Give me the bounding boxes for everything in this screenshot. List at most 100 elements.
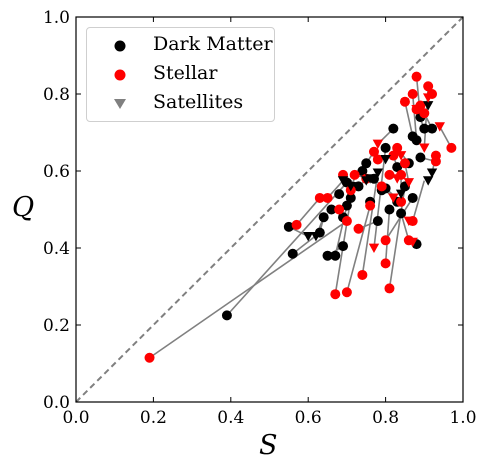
legend-marker-stellar (114, 69, 126, 81)
data-points (144, 71, 457, 363)
legend: Dark Matter Stellar Satellites (86, 27, 275, 122)
satellite-point (422, 176, 434, 186)
stellar-point (419, 108, 430, 119)
stellar-point (368, 146, 379, 157)
stellar-point (384, 283, 395, 294)
stellar-point (314, 192, 325, 203)
dark-matter-point (221, 310, 232, 321)
x-tick-label: 0.4 (217, 408, 244, 428)
stellar-point (399, 158, 410, 169)
legend-label-satellites: Satellites (153, 91, 244, 113)
dark-matter-point (396, 208, 407, 219)
dark-matter-point (357, 166, 368, 176)
stellar-point (372, 154, 383, 165)
dark-matter-point (330, 250, 341, 261)
stellar-point (376, 181, 387, 192)
stellar-point (396, 196, 407, 207)
satellite-point (372, 139, 384, 149)
dark-matter-point (338, 241, 349, 252)
stellar-point (411, 71, 422, 82)
legend-label-stellar: Stellar (153, 62, 218, 84)
x-tick-label: 0.6 (295, 408, 322, 428)
stellar-point (334, 204, 345, 215)
satellite-point (434, 122, 445, 132)
satellite-point (395, 151, 407, 161)
connector-line (411, 180, 426, 222)
legend-entry-dark-matter: Dark Matter (87, 32, 274, 60)
connector-line (373, 147, 387, 249)
dark-matter-point (419, 123, 430, 134)
stellar-point (388, 150, 399, 161)
connector-line (404, 101, 414, 137)
satellite-point (411, 104, 422, 115)
satellite-point (364, 174, 376, 184)
connector-line (411, 93, 418, 141)
plot-frame (75, 16, 464, 403)
satellite-point (419, 143, 430, 153)
y-tick-label: 0.0 (43, 393, 70, 413)
stellar-point (380, 235, 391, 246)
stellar-point (353, 223, 364, 234)
stellar-point (330, 289, 341, 300)
stellar-point (341, 287, 352, 298)
satellite-point (310, 232, 322, 242)
y-tick-label: 0.6 (43, 162, 70, 182)
dark-matter-point (415, 152, 426, 163)
y-tick-label: 0.4 (43, 239, 70, 259)
satellite-point (403, 178, 415, 188)
stellar-point (407, 89, 418, 99)
diagonal-reference-line (75, 16, 464, 403)
stellar-point (430, 156, 441, 167)
legend-entry-satellites: Satellites (87, 90, 274, 118)
satellite-point (372, 168, 384, 178)
dark-matter-point (407, 192, 418, 203)
tick-labels: 0.0 0.2 0.4 0.6 0.8 1.0 0.0 0.2 0.4 0.6 0.8 1.0 (43, 8, 477, 428)
stellar-point (384, 169, 395, 180)
stellar-point (341, 216, 352, 227)
stellar-point (349, 169, 360, 180)
dark-matter-point (326, 204, 337, 215)
satellite-point (422, 93, 434, 103)
stellar-point (357, 269, 368, 280)
dark-matter-point (380, 142, 391, 153)
y-tick-label: 0.2 (43, 316, 70, 336)
dark-matter-point (392, 162, 403, 173)
dark-matter-point (372, 216, 383, 227)
stellar-point (446, 142, 457, 153)
dark-matter-point (287, 248, 298, 259)
connector-line (346, 205, 371, 293)
satellite-point (395, 189, 407, 200)
y-tick-label: 1.0 (43, 8, 70, 28)
dark-matter-point (283, 221, 294, 232)
dark-matter-point (388, 123, 399, 134)
satellite-point (422, 101, 434, 111)
connector-line (226, 182, 348, 316)
connector-line (295, 197, 321, 226)
legend-entry-stellar: Stellar (87, 61, 274, 89)
dark-matter-point (427, 123, 438, 134)
x-axis-label: S (259, 430, 278, 461)
stellar-point (291, 219, 302, 230)
satellite-point (337, 176, 349, 186)
stellar-point (399, 96, 410, 107)
connector-line (384, 197, 414, 241)
connector-line (361, 172, 379, 276)
dark-matter-point (361, 158, 372, 169)
dark-matter-point (341, 200, 352, 211)
satellite-point (426, 168, 438, 178)
satellite-point (345, 181, 356, 192)
x-tick-label: 1.0 (449, 408, 476, 428)
connector-line (149, 220, 348, 359)
stellar-point (392, 142, 403, 153)
dark-matter-point (353, 181, 364, 192)
stellar-point (380, 258, 391, 269)
satellite-point (368, 243, 380, 253)
dark-matter-point (384, 204, 395, 215)
dark-matter-point (345, 192, 356, 203)
stellar-point (365, 200, 376, 211)
legend-label-dark-matter: Dark Matter (153, 33, 273, 55)
axes (75, 16, 464, 403)
x-tick-label: 0.0 (62, 408, 89, 428)
y-axis-label: Q (12, 192, 35, 223)
